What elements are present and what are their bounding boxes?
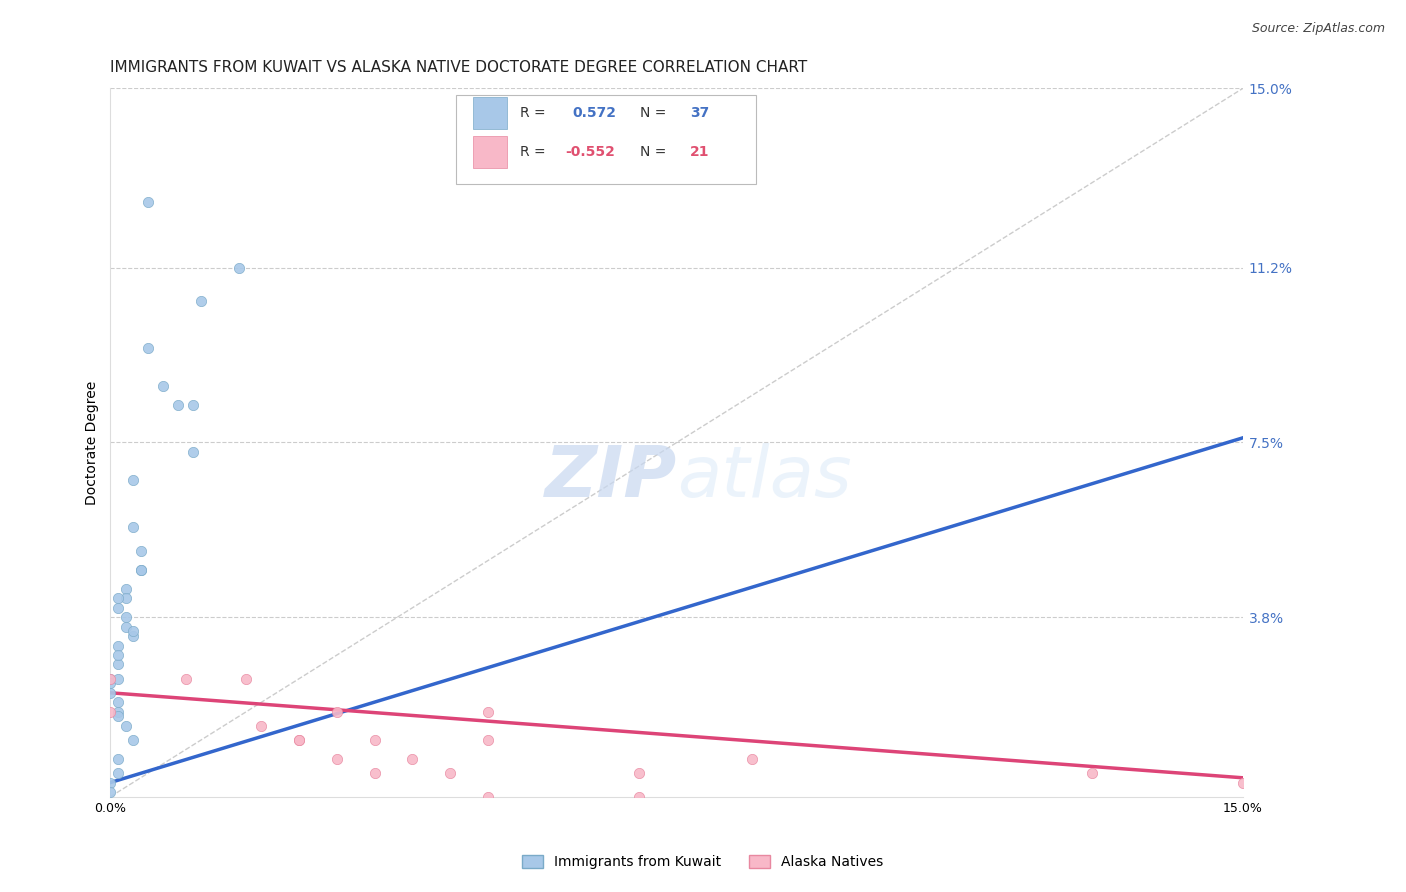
Point bbox=[401, 752, 423, 766]
Text: 21: 21 bbox=[690, 145, 710, 159]
Point bbox=[136, 194, 159, 209]
Bar bbox=[472, 97, 506, 129]
Point bbox=[152, 379, 174, 393]
Bar bbox=[472, 136, 506, 168]
Point bbox=[107, 600, 129, 615]
Point bbox=[100, 705, 122, 719]
Point bbox=[235, 672, 257, 686]
Point bbox=[627, 766, 650, 780]
Point bbox=[107, 709, 129, 723]
Point bbox=[100, 686, 122, 700]
Text: ZIP: ZIP bbox=[544, 443, 676, 512]
Text: IMMIGRANTS FROM KUWAIT VS ALASKA NATIVE DOCTORATE DEGREE CORRELATION CHART: IMMIGRANTS FROM KUWAIT VS ALASKA NATIVE … bbox=[111, 60, 807, 75]
Text: -0.552: -0.552 bbox=[565, 145, 616, 159]
Point bbox=[114, 582, 136, 596]
Point bbox=[114, 610, 136, 624]
Point bbox=[107, 705, 129, 719]
Point bbox=[100, 676, 122, 690]
Text: Source: ZipAtlas.com: Source: ZipAtlas.com bbox=[1251, 22, 1385, 36]
Text: 37: 37 bbox=[690, 106, 710, 120]
Point bbox=[107, 695, 129, 709]
Point bbox=[183, 445, 205, 459]
Point bbox=[107, 752, 129, 766]
Point bbox=[114, 620, 136, 634]
Point bbox=[129, 544, 152, 558]
Bar bbox=[456, 95, 756, 184]
Point bbox=[174, 672, 197, 686]
Point bbox=[122, 520, 145, 534]
Point bbox=[122, 629, 145, 643]
Point bbox=[100, 785, 122, 799]
Point bbox=[122, 733, 145, 747]
Point bbox=[250, 719, 273, 733]
Legend: Immigrants from Kuwait, Alaska Natives: Immigrants from Kuwait, Alaska Natives bbox=[516, 848, 890, 876]
Point bbox=[363, 766, 385, 780]
Point bbox=[107, 648, 129, 662]
Point bbox=[136, 341, 159, 355]
Point bbox=[326, 752, 349, 766]
Point bbox=[107, 672, 129, 686]
Point bbox=[107, 657, 129, 672]
Point bbox=[100, 672, 122, 686]
Point bbox=[107, 591, 129, 606]
Text: R =: R = bbox=[520, 145, 550, 159]
Point bbox=[122, 473, 145, 487]
Point bbox=[129, 563, 152, 577]
Point bbox=[190, 293, 212, 308]
Point bbox=[129, 563, 152, 577]
Point bbox=[228, 260, 250, 275]
Point bbox=[100, 775, 122, 789]
Text: N =: N = bbox=[641, 106, 671, 120]
Point bbox=[100, 672, 122, 686]
Point bbox=[183, 398, 205, 412]
Point bbox=[107, 639, 129, 653]
Point bbox=[167, 398, 190, 412]
Point bbox=[122, 624, 145, 639]
Point bbox=[114, 719, 136, 733]
Point bbox=[477, 789, 499, 804]
Y-axis label: Doctorate Degree: Doctorate Degree bbox=[86, 380, 100, 505]
Point bbox=[107, 766, 129, 780]
Point bbox=[288, 733, 311, 747]
Point bbox=[1232, 775, 1254, 789]
Point bbox=[363, 733, 385, 747]
Point bbox=[114, 591, 136, 606]
Text: N =: N = bbox=[641, 145, 671, 159]
Point bbox=[326, 705, 349, 719]
Point bbox=[439, 766, 461, 780]
Text: R =: R = bbox=[520, 106, 550, 120]
Point bbox=[477, 705, 499, 719]
Point bbox=[627, 789, 650, 804]
Text: 0.572: 0.572 bbox=[572, 106, 616, 120]
Point bbox=[741, 752, 763, 766]
Point bbox=[477, 733, 499, 747]
Text: atlas: atlas bbox=[676, 443, 852, 512]
Point bbox=[288, 733, 311, 747]
Point bbox=[1081, 766, 1104, 780]
